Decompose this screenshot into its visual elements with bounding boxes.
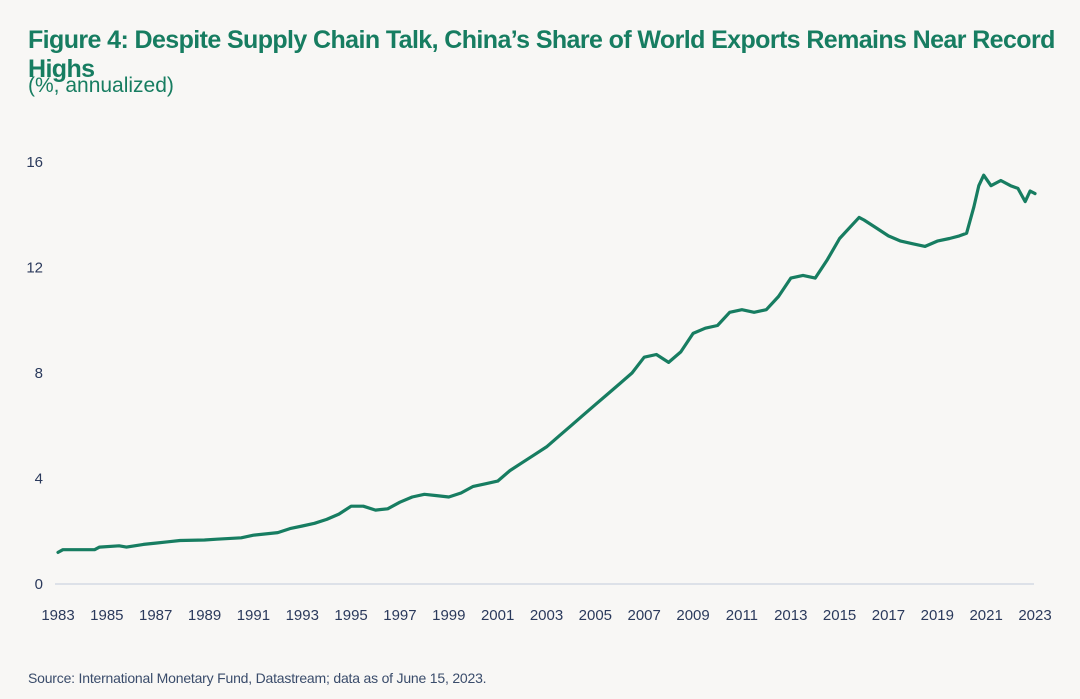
x-tick-label: 2019 (921, 607, 954, 624)
series-line-china-export-share (56, 173, 1037, 554)
x-tick-label: 1989 (188, 607, 221, 624)
source-note: Source: International Monetary Fund, Dat… (28, 670, 487, 686)
x-tick-label: 1983 (41, 607, 74, 624)
x-tick-label: 1999 (432, 607, 465, 624)
y-tick-label: 0 (35, 576, 43, 593)
x-tick-label: 2013 (774, 607, 807, 624)
x-tick-label: 2003 (530, 607, 563, 624)
x-tick-label: 2011 (726, 607, 758, 624)
y-axis: 0 4 8 12 16 (26, 154, 43, 593)
x-tick-label: 1997 (383, 607, 416, 624)
chart-title: Figure 4: Despite Supply Chain Talk, Chi… (28, 26, 1055, 83)
x-tick-label: 2017 (872, 607, 905, 624)
chart-subtitle: (%, annualized) (28, 74, 174, 97)
line-chart: 0 4 8 12 16 1983 1985 1987 1989 1991 1993 1995 1997… (26, 154, 1051, 624)
x-axis: 1983 1985 1987 1989 1991 1993 1995 1997 1999 2001… (41, 607, 1051, 624)
x-tick-label: 2009 (676, 607, 709, 624)
x-tick-label: 1995 (334, 607, 367, 624)
x-tick-label: 2001 (481, 607, 514, 624)
y-tick-label: 16 (26, 154, 43, 171)
x-tick-label: 2015 (823, 607, 856, 624)
x-tick-label: 1991 (237, 607, 270, 624)
y-tick-label: 12 (26, 260, 43, 277)
y-tick-label: 4 (35, 471, 43, 488)
x-tick-label: 2023 (1018, 607, 1051, 624)
x-tick-label: 1987 (139, 607, 172, 624)
x-tick-label: 2021 (969, 607, 1002, 624)
x-tick-label: 2005 (579, 607, 612, 624)
x-tick-label: 1993 (286, 607, 319, 624)
y-tick-label: 8 (35, 365, 43, 382)
x-tick-label: 2007 (628, 607, 661, 624)
x-tick-label: 1985 (90, 607, 123, 624)
